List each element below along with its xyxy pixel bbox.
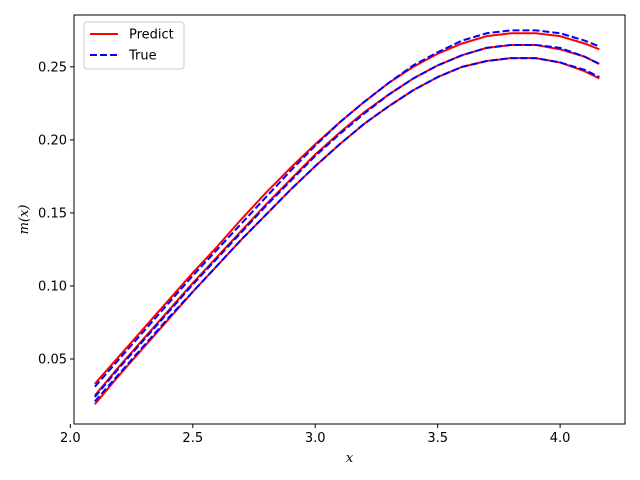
x-tick-label: 2.0 xyxy=(60,431,81,446)
predict-line-2 xyxy=(94,43,600,397)
x-axis-label: x xyxy=(346,451,354,466)
y-tick-label: 0.20 xyxy=(38,133,67,148)
predict-line-3 xyxy=(94,57,600,405)
y-tick-label: 0.15 xyxy=(38,206,67,221)
y-tick-label: 0.05 xyxy=(38,352,67,367)
x-tick-label: 2.5 xyxy=(182,431,203,446)
legend: Predict True xyxy=(83,21,185,70)
legend-label-predict: Predict xyxy=(129,28,174,43)
axis-ticks: 2.0 2.5 3.0 3.5 4.0 0.05 0.10 0.15 0.20 0.25 xyxy=(38,60,570,446)
series-lines xyxy=(94,29,600,405)
true-line-2 xyxy=(94,43,600,398)
x-tick-label: 3.0 xyxy=(305,431,326,446)
predict-line-1 xyxy=(94,32,600,385)
x-tick-label: 3.5 xyxy=(427,431,448,446)
y-tick-label: 0.25 xyxy=(38,60,67,75)
true-line-3 xyxy=(94,57,600,403)
x-tick-label: 4.0 xyxy=(550,431,571,446)
y-axis-label: m(x) xyxy=(17,205,32,235)
legend-label-true: True xyxy=(128,49,157,64)
true-line-1 xyxy=(94,29,600,388)
y-tick-label: 0.10 xyxy=(38,279,67,294)
plot-frame xyxy=(73,14,626,425)
